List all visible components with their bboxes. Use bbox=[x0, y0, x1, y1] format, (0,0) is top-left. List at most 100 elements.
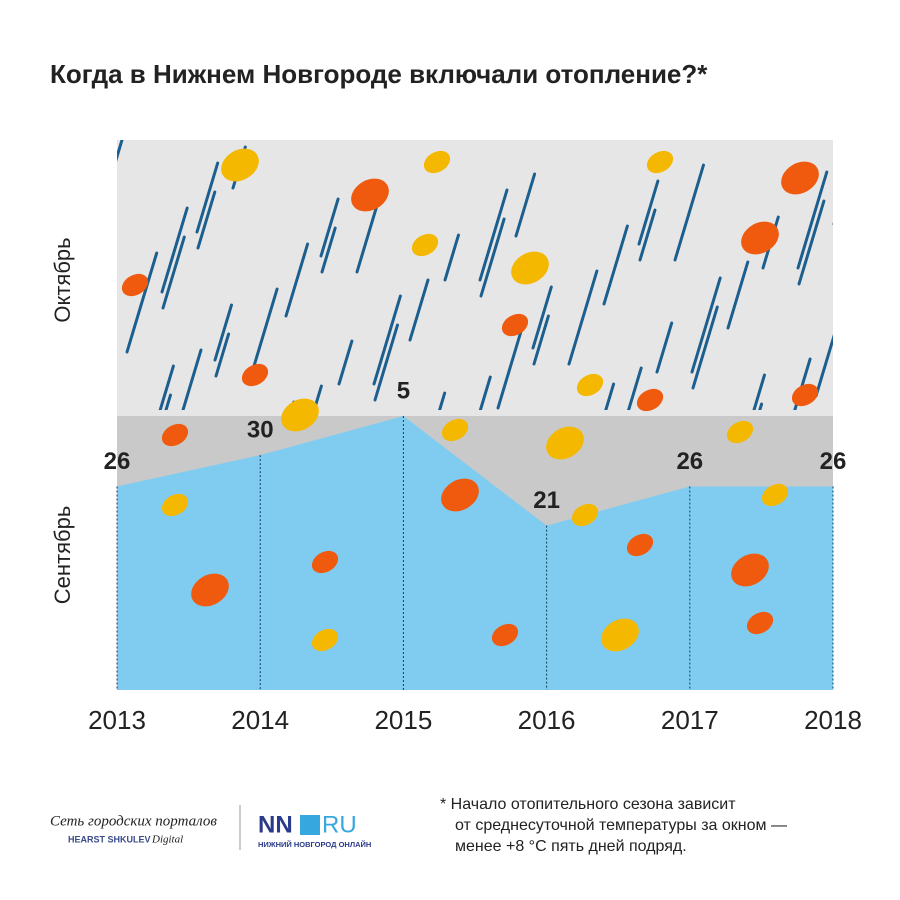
band-label: Октябрь bbox=[50, 237, 75, 322]
footnote: менее +8 °С пять дней подряд. bbox=[455, 838, 687, 855]
leaf bbox=[626, 533, 654, 557]
leaf bbox=[781, 161, 819, 195]
x-tick-label: 2013 bbox=[88, 705, 146, 735]
rain-drop bbox=[690, 276, 722, 374]
leaf bbox=[746, 611, 774, 635]
x-tick-label: 2017 bbox=[661, 705, 719, 735]
rain-drop bbox=[479, 217, 506, 298]
rain-drop bbox=[443, 233, 460, 282]
leaf bbox=[491, 623, 519, 647]
rain-drop bbox=[532, 314, 550, 366]
footnote: * Начало отопительного сезона зависит bbox=[440, 796, 736, 813]
leaf bbox=[741, 221, 779, 255]
rain-drop bbox=[181, 348, 203, 410]
leaf bbox=[546, 426, 584, 460]
logo-text: Сеть городских порталов bbox=[50, 813, 217, 829]
leaf bbox=[601, 618, 639, 652]
rain-drop bbox=[567, 269, 599, 366]
rain-drop bbox=[372, 294, 402, 386]
band-label: Сентябрь bbox=[50, 506, 75, 605]
rain-drop bbox=[602, 224, 629, 306]
rain-drop bbox=[691, 305, 719, 390]
rain-drop bbox=[319, 197, 340, 258]
logo-nn: NN bbox=[258, 811, 293, 838]
leaf bbox=[121, 273, 149, 297]
leaf bbox=[411, 233, 439, 257]
x-tick-label: 2015 bbox=[374, 705, 432, 735]
rain-drop bbox=[478, 375, 492, 410]
leaf bbox=[281, 398, 319, 432]
logo-text: Digital bbox=[151, 834, 183, 846]
value-label: 21 bbox=[533, 487, 560, 514]
leaf bbox=[351, 178, 389, 212]
logo-ru: RU bbox=[322, 811, 357, 838]
area bbox=[117, 416, 833, 690]
rain-drop bbox=[214, 332, 231, 378]
rain-drop bbox=[320, 226, 337, 274]
rain bbox=[117, 140, 885, 464]
logo-text: HEARST SHKULEV bbox=[68, 834, 151, 844]
rain-drop bbox=[496, 330, 523, 410]
leaf bbox=[311, 550, 339, 574]
x-tick-label: 2014 bbox=[231, 705, 289, 735]
logo-square bbox=[300, 815, 320, 835]
rain-drop bbox=[726, 260, 750, 330]
rain-drop bbox=[814, 334, 833, 398]
x-tick-label: 2018 bbox=[804, 705, 862, 735]
rain-drop bbox=[604, 382, 616, 410]
rain-drop bbox=[408, 278, 430, 342]
leaf bbox=[636, 388, 664, 412]
rain-drop bbox=[164, 393, 172, 410]
leaf bbox=[311, 628, 339, 652]
leaf bbox=[221, 148, 259, 182]
footnote: от среднесуточной температуры за окном — bbox=[455, 817, 787, 834]
leaf bbox=[761, 483, 789, 507]
leaf bbox=[726, 420, 754, 444]
value-label: 26 bbox=[676, 448, 703, 475]
rain-drop bbox=[531, 285, 553, 350]
rain-drop bbox=[478, 188, 509, 282]
rain-drop bbox=[373, 323, 399, 402]
leaf bbox=[501, 313, 529, 337]
leaf bbox=[241, 363, 269, 387]
rain-drop bbox=[793, 357, 812, 410]
rain-drop bbox=[797, 199, 826, 286]
rain-drop bbox=[851, 269, 871, 336]
leaf bbox=[576, 373, 604, 397]
value-label: 5 bbox=[397, 377, 410, 404]
rain-drop bbox=[125, 251, 159, 354]
chart-title: Когда в Нижнем Новгороде включали отопле… bbox=[50, 59, 708, 89]
rain-drop bbox=[337, 339, 354, 386]
rain-drop bbox=[832, 222, 833, 226]
rain-drop bbox=[655, 321, 674, 374]
leaf bbox=[161, 493, 189, 517]
rain-drop bbox=[160, 206, 189, 294]
leaf bbox=[161, 423, 189, 447]
rain-drop bbox=[852, 298, 868, 352]
rain-drop bbox=[869, 411, 885, 464]
value-label: 26 bbox=[820, 448, 847, 475]
rain-drop bbox=[195, 161, 220, 234]
rain-drop bbox=[161, 235, 186, 310]
leaf bbox=[441, 418, 469, 442]
rain-drop bbox=[196, 190, 217, 250]
rain-drop bbox=[213, 303, 233, 362]
rain-drop bbox=[312, 384, 323, 410]
leaf bbox=[441, 478, 479, 512]
rain-drop bbox=[117, 140, 124, 162]
october-band bbox=[117, 140, 833, 416]
rain-drop bbox=[284, 242, 310, 318]
value-label: 26 bbox=[104, 448, 131, 475]
rain-drop bbox=[249, 287, 279, 378]
rain-drop bbox=[627, 366, 643, 410]
rain-drop bbox=[752, 373, 766, 410]
rain-drop bbox=[638, 208, 657, 262]
value-label: 30 bbox=[247, 416, 274, 443]
leaf bbox=[646, 150, 674, 174]
leaf bbox=[791, 383, 819, 407]
rain-drop bbox=[637, 179, 660, 246]
rain-drop bbox=[514, 172, 537, 238]
plot: 26 2013 30 2014 5 2015 21 2016 26 2017 26 2018 bbox=[88, 148, 862, 735]
footer: Сеть городских порталов HEARST SHKULEV D… bbox=[50, 796, 787, 855]
rain-drop bbox=[673, 163, 705, 262]
